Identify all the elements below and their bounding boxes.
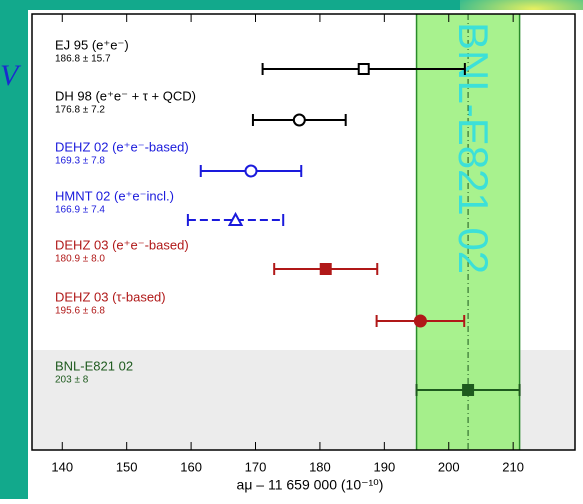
entry-value: 186.8 ± 15.7 [55,54,111,65]
slide-text: V [0,59,22,92]
x-tick-label: 190 [373,459,395,474]
entry-name: HMNT 02 (e⁺e⁻incl.) [55,188,174,203]
marker [357,63,370,75]
entry-value: 176.8 ± 7.2 [55,105,105,116]
marker [227,211,244,226]
x-tick-label: 140 [51,459,73,474]
band-label: BNL-E821 02 [450,22,497,274]
plot: BNL-E821 02 140 150 160 170 180 190 200 210 aμ – … [31,13,576,493]
plot-frame [31,13,576,451]
x-axis-label: aμ – 11 659 000 (10⁻¹⁰) [237,477,384,493]
entry-value: 203 ± 8 [55,375,89,386]
entry-name: BNL-E821 02 [55,358,133,373]
marker [292,113,306,127]
entry-value: 169.3 ± 7.8 [55,156,105,167]
marker [462,384,475,396]
entry-name: DH 98 (e⁺e⁻ + τ + QCD) [55,88,196,103]
x-tick-label: 150 [116,459,138,474]
entry-value: 166.9 ± 7.4 [55,205,105,216]
entry-name: DEHZ 02 (e⁺e⁻-based) [55,139,189,154]
x-tick-label: 170 [245,459,267,474]
marker [413,314,427,328]
entry-name: DEHZ 03 (e⁺e⁻-based) [55,237,189,252]
x-tick-label: 210 [502,459,524,474]
reference-band [416,14,520,450]
marker [319,263,332,275]
x-tick-label: 180 [309,459,331,474]
x-tick-label: 160 [180,459,202,474]
x-tick-label: 200 [438,459,460,474]
entry-value: 195.6 ± 6.8 [55,306,105,317]
marker [244,164,258,178]
entry-name: DEHZ 03 (τ-based) [55,289,166,304]
entry-value: 180.9 ± 8.0 [55,254,105,265]
entry-name: EJ 95 (e⁺e⁻) [55,37,129,52]
